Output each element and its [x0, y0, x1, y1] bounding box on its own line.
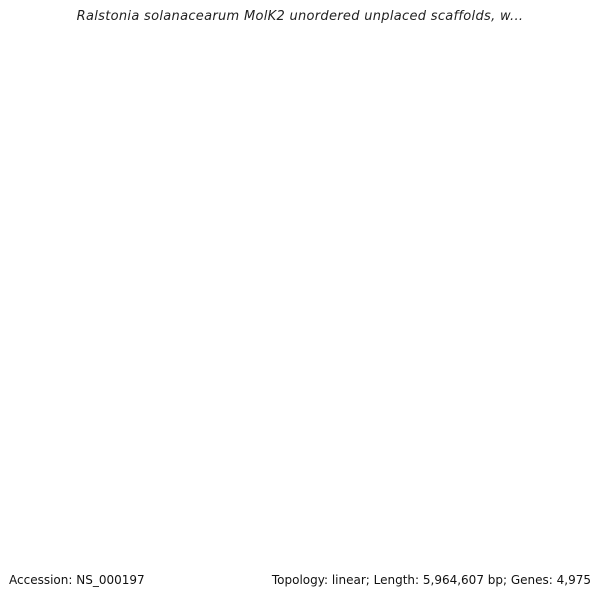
- genome-stats-text: Topology: linear; Length: 5,964,607 bp; …: [271, 573, 591, 587]
- accession-text: Accession: NS_000197: [9, 573, 145, 587]
- map-title: Ralstonia solanacearum MolK2 unordered u…: [76, 9, 524, 24]
- genome-map: 438 kbp440 kbp442 kbp444 kbp446 kbp448 k…: [0, 0, 600, 560]
